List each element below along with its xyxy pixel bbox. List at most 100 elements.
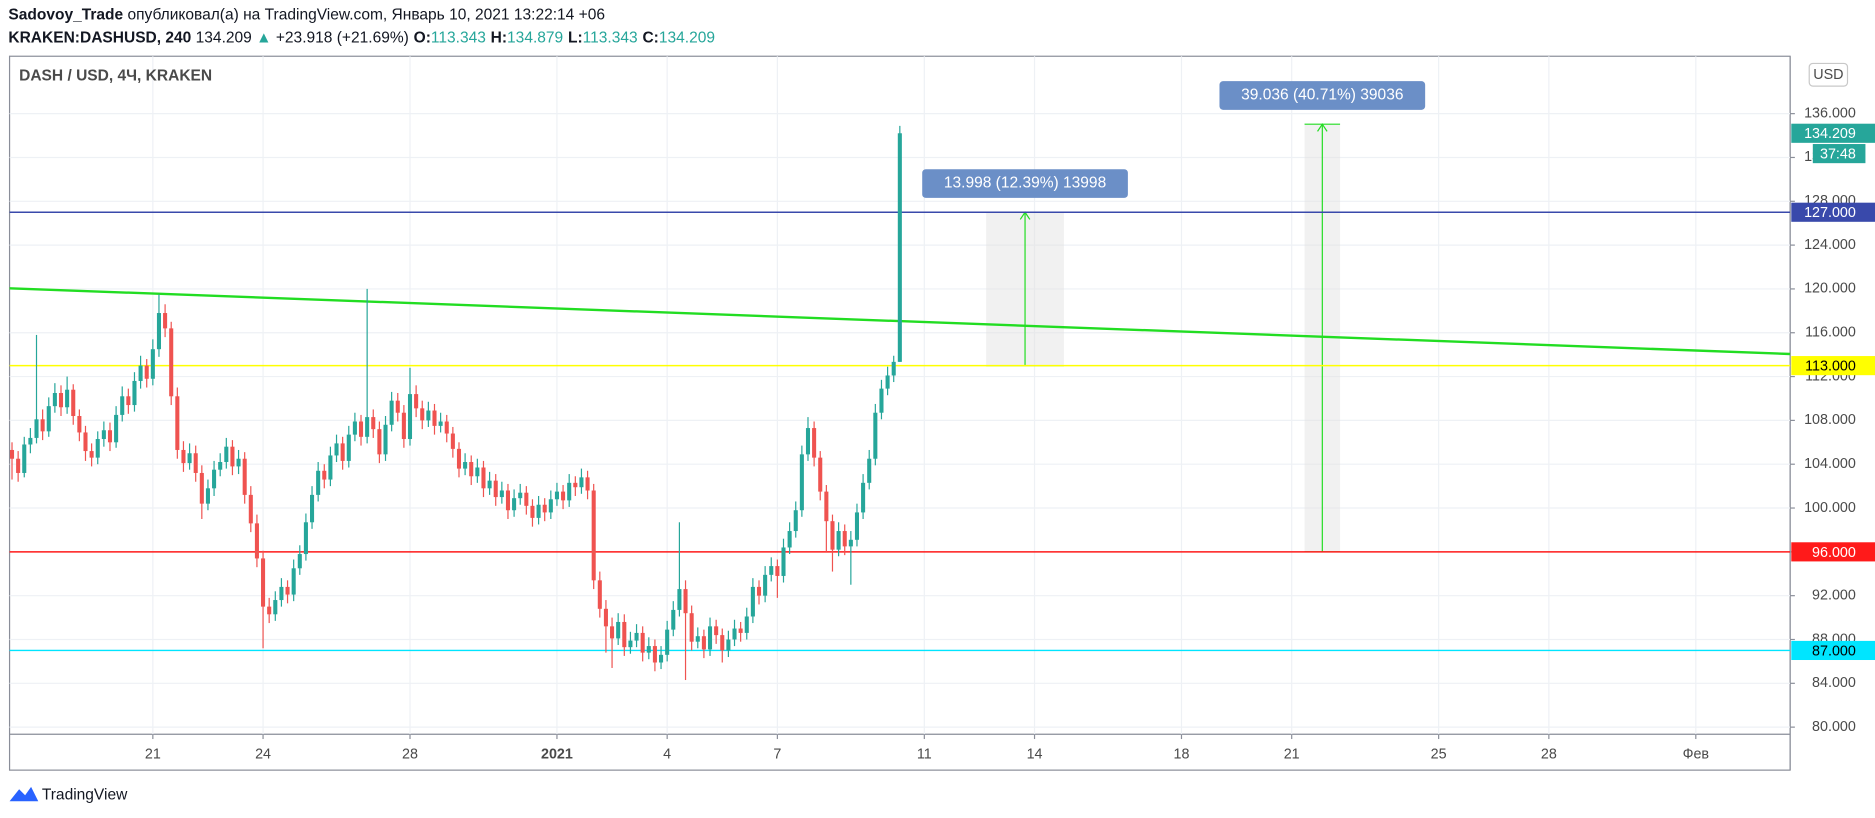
- candle-body: [352, 421, 357, 435]
- symbol: KRAKEN:DASHUSD, 240: [8, 29, 191, 46]
- candle-body: [65, 389, 70, 408]
- candle-body: [787, 531, 792, 548]
- candle-body: [677, 589, 682, 610]
- candle-body: [163, 313, 168, 329]
- candle-body: [156, 313, 161, 350]
- candle-body: [671, 609, 676, 630]
- countdown-badge: [1812, 144, 1866, 164]
- candle-body: [199, 472, 204, 504]
- candle-body: [720, 635, 725, 651]
- currency-button[interactable]: [1808, 62, 1849, 87]
- candle-body: [150, 349, 155, 379]
- candle-body: [377, 429, 382, 455]
- ohlc-label: L:: [568, 29, 583, 46]
- candle-body: [744, 616, 749, 633]
- measure-label-box: [1219, 81, 1426, 110]
- symbol-legend: KRAKEN:DASHUSD, 240 134.209 ▲ +23.918 (+…: [8, 29, 715, 46]
- logo-icon: [9, 786, 39, 802]
- candle-body: [463, 462, 468, 469]
- candle-body: [842, 531, 847, 547]
- ohlc-value: 113.343: [431, 29, 486, 46]
- y-tick-label: 92.000: [1812, 587, 1856, 603]
- candle-body: [475, 467, 480, 477]
- x-tick-label: 4: [663, 746, 671, 762]
- candle-body: [854, 512, 860, 540]
- level-badge-label: 96.000: [1812, 545, 1856, 561]
- candle-body: [873, 412, 878, 459]
- candle-body: [9, 449, 15, 459]
- candle-body: [205, 488, 210, 504]
- candle-body: [665, 629, 670, 655]
- x-tick-label: 11: [917, 746, 932, 762]
- candle-body: [879, 388, 884, 413]
- candle-body: [212, 469, 217, 489]
- candle-body: [640, 632, 645, 653]
- x-tick-label: Фев: [1683, 746, 1709, 762]
- y-tick-label: 124.000: [1804, 237, 1856, 253]
- y-tick-label: 108.000: [1804, 412, 1856, 428]
- candle-body: [224, 446, 229, 463]
- candle-body: [426, 410, 431, 421]
- candle-body: [567, 482, 572, 501]
- candle-body: [297, 554, 302, 569]
- candle-body: [316, 470, 321, 495]
- candle-body: [365, 417, 370, 437]
- x-tick-label: 21: [145, 746, 161, 762]
- candle-body: [254, 523, 259, 559]
- candle-body: [175, 396, 180, 450]
- candle-body: [848, 539, 853, 547]
- countdown: 37:48: [1820, 147, 1856, 163]
- candle-body: [169, 328, 174, 397]
- candle-body: [22, 444, 27, 473]
- candle-body: [28, 437, 33, 445]
- candle-body: [524, 492, 529, 506]
- candle-body: [652, 646, 657, 663]
- candle-body: [40, 419, 45, 432]
- candle-body: [432, 410, 437, 426]
- candle-body: [530, 505, 535, 518]
- candle-body: [407, 394, 413, 440]
- candle-body: [750, 586, 755, 617]
- x-tick-label: 2021: [541, 746, 573, 762]
- candle-body: [499, 490, 504, 498]
- candle-body: [518, 492, 523, 499]
- ohlc-label: C:: [642, 29, 658, 46]
- candle-body: [322, 470, 327, 480]
- candle-body: [561, 491, 566, 501]
- candle-body: [469, 462, 474, 477]
- candle-body: [818, 457, 823, 492]
- currency[interactable]: USD: [1813, 67, 1843, 83]
- candle-body: [603, 608, 608, 627]
- candle-body: [512, 498, 517, 511]
- candle-body: [144, 365, 149, 379]
- candle-body: [597, 580, 602, 609]
- x-tick-label: 21: [1284, 746, 1300, 762]
- measure-label: 13.998 (12.39%) 13998: [944, 175, 1106, 192]
- candle-body: [867, 458, 872, 483]
- plot: 13.998 (12.39%) 13998 39.036 (40.71%) 390…: [9, 81, 1791, 681]
- y-tick-label: 100.000: [1804, 500, 1856, 516]
- x-tick-label: 7: [773, 746, 781, 762]
- publish-line: Sadovoy_Trade опубликовал(а) на TradingV…: [8, 7, 605, 24]
- y-tick-label: 80.000: [1812, 719, 1856, 735]
- candle-body: [591, 490, 596, 581]
- candle-body: [695, 636, 700, 642]
- level-badge-label: 127.000: [1804, 205, 1856, 221]
- candle-body: [487, 480, 492, 489]
- x-tick-label: 28: [1541, 746, 1557, 762]
- candle-body: [236, 458, 241, 467]
- candle-body: [732, 628, 737, 640]
- candle-body: [775, 566, 780, 576]
- candle-body: [181, 449, 186, 464]
- level-badge: [1791, 202, 1875, 222]
- candle-body: [273, 600, 278, 615]
- candle-body: [383, 424, 388, 455]
- x-tick-label: 14: [1027, 746, 1043, 762]
- candle-body: [52, 393, 57, 407]
- candle-body: [450, 433, 455, 449]
- y-tick-label: 104.000: [1804, 456, 1856, 472]
- candle-body: [610, 626, 615, 639]
- candle-body: [120, 396, 125, 415]
